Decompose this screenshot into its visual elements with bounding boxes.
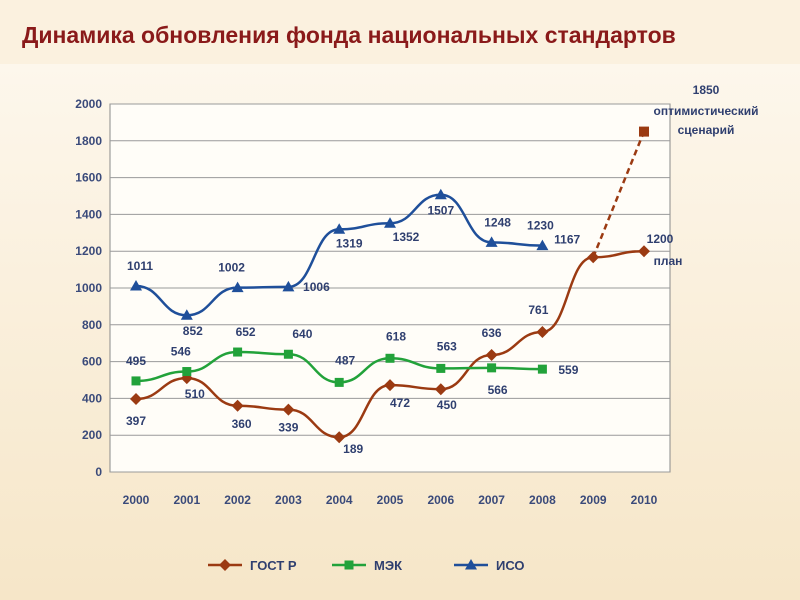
- x-tick-label: 2005: [377, 493, 404, 507]
- data-label-iec: 495: [126, 354, 146, 368]
- legend-label-iso: ИСО: [496, 558, 525, 573]
- x-tick-label: 2009: [580, 493, 607, 507]
- y-tick-label: 600: [82, 355, 102, 369]
- x-tick-label: 2007: [478, 493, 505, 507]
- data-label-gost: 1200: [647, 232, 674, 246]
- square-marker: [283, 349, 293, 359]
- data-label-iec: 566: [488, 383, 508, 397]
- y-tick-label: 0: [95, 465, 102, 479]
- square-marker: [233, 347, 243, 357]
- data-label-gost: 450: [437, 398, 457, 412]
- y-tick-label: 1400: [75, 207, 102, 221]
- y-axis: 0 200 400 600 800 1000 1200 1400 1600 1800 2000: [75, 97, 102, 479]
- optimistic-square-marker: [639, 126, 649, 137]
- square-marker: [436, 363, 446, 373]
- diamond-marker: [333, 431, 346, 444]
- data-label-iso: 1006: [303, 280, 330, 294]
- square-marker: [487, 363, 497, 373]
- square-marker: [344, 560, 354, 570]
- optimistic-label-line1: оптимистический: [654, 104, 759, 118]
- triangle-marker: [231, 281, 244, 293]
- data-label-iec: 546: [171, 345, 191, 359]
- x-tick-label: 2010: [631, 493, 658, 507]
- triangle-marker: [384, 217, 396, 228]
- y-tick-label: 1200: [75, 244, 102, 258]
- data-label-iec: 618: [386, 329, 406, 343]
- square-marker: [334, 377, 344, 387]
- square-marker: [537, 364, 547, 374]
- diamond-marker: [282, 403, 295, 416]
- x-axis: 2000 2001 2002 2003 2004 2005 2006 2007 2008 2009…: [123, 493, 658, 507]
- y-tick-label: 1800: [75, 134, 102, 148]
- data-label-iec: 652: [236, 325, 256, 339]
- triangle-marker: [180, 309, 193, 320]
- square-marker: [182, 367, 192, 377]
- optimistic-value-label: 1850: [693, 83, 720, 97]
- x-tick-label: 2004: [326, 493, 353, 507]
- data-label-gost: 636: [482, 326, 502, 340]
- legend-label-gost: ГОСТ Р: [250, 558, 297, 573]
- legend: ГОСТ Р МЭК ИСО: [208, 558, 525, 573]
- square-marker: [385, 353, 395, 363]
- optimistic-label-line2: сценарий: [678, 123, 735, 137]
- y-tick-label: 200: [82, 428, 102, 442]
- y-tick-label: 2000: [75, 97, 102, 111]
- diamond-marker: [219, 559, 231, 571]
- data-labels: 397 510 360 339 189 472 450 636 761 1167 1200 495 54…: [126, 204, 674, 457]
- diamond-marker: [434, 383, 447, 396]
- x-tick-label: 2008: [529, 493, 556, 507]
- x-tick-label: 2002: [224, 493, 251, 507]
- x-tick-label: 2001: [173, 493, 200, 507]
- data-label-gost: 189: [343, 442, 363, 456]
- optimistic-dashed-line: [592, 131, 646, 258]
- x-tick-label: 2006: [427, 493, 454, 507]
- x-tick-label: 2003: [275, 493, 302, 507]
- data-label-iec: 563: [437, 339, 457, 353]
- y-tick-label: 800: [82, 318, 102, 332]
- data-label-iec: 640: [292, 327, 312, 341]
- page-title: Динамика обновления фонда национальных с…: [22, 22, 676, 48]
- x-tick-label: 2000: [123, 493, 150, 507]
- data-label-gost: 761: [528, 303, 548, 317]
- data-label-gost: 397: [126, 414, 146, 428]
- diamond-marker: [638, 245, 650, 258]
- y-tick-label: 1600: [75, 171, 102, 185]
- data-label-gost: 339: [278, 421, 298, 435]
- annotations: 1850 оптимистический сценарий план: [592, 83, 759, 268]
- triangle-marker: [465, 559, 477, 570]
- legend-label-iec: МЭК: [374, 558, 402, 573]
- data-label-iso: 1248: [484, 215, 511, 229]
- data-label-gost: 472: [390, 396, 410, 410]
- triangle-marker: [434, 188, 447, 200]
- data-label-iso: 1352: [393, 230, 420, 244]
- y-tick-label: 400: [82, 391, 102, 405]
- triangle-marker: [485, 236, 498, 247]
- diamond-marker: [130, 392, 142, 405]
- triangle-marker: [282, 280, 295, 292]
- triangle-marker: [536, 239, 549, 251]
- data-label-iso: 1507: [427, 204, 454, 218]
- triangle-marker: [333, 223, 346, 234]
- data-label-iso: 1319: [336, 236, 363, 250]
- diamond-marker: [485, 348, 498, 361]
- plan-label: план: [654, 254, 683, 268]
- data-label-iec: 559: [558, 363, 578, 377]
- square-marker: [131, 376, 141, 386]
- y-tick-label: 1000: [75, 281, 102, 295]
- diamond-marker: [231, 399, 244, 412]
- triangle-marker: [130, 279, 142, 291]
- data-label-iec: 487: [335, 353, 355, 367]
- series-group: [130, 188, 650, 444]
- data-label-iso: 1011: [127, 259, 153, 273]
- data-label-gost: 1167: [554, 232, 580, 246]
- diamond-marker: [384, 379, 396, 392]
- data-label-iso: 1230: [527, 219, 554, 233]
- diamond-marker: [536, 325, 549, 338]
- data-label-iso: 1002: [218, 261, 245, 275]
- data-label-iso: 852: [183, 324, 203, 338]
- data-label-gost: 360: [232, 417, 252, 431]
- data-label-gost: 510: [185, 387, 205, 401]
